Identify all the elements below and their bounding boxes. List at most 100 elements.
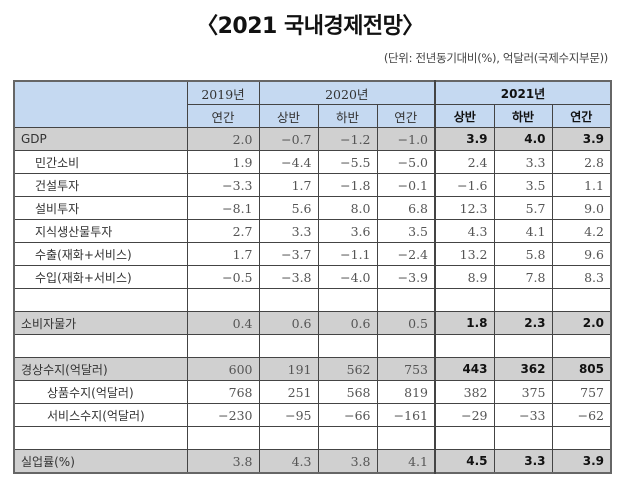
table-row: 소비자물가 0.4 0.6 0.6 0.5 1.8 2.3 2.0 <box>13 311 612 335</box>
table-row: 서비스수지(억달러) −230 −95 −66 −161 −29 −33 −62 <box>13 403 612 427</box>
row-label: 경상수지(억달러) <box>13 357 188 381</box>
cell-value: 2.7 <box>186 219 260 243</box>
header-period: 상반 <box>258 104 319 128</box>
cell-value: 9.6 <box>551 242 612 266</box>
row-label: 지식생산물투자 <box>13 219 188 243</box>
table-row: 상품수지(억달러) 768 251 568 819 382 375 757 <box>13 380 612 404</box>
cell-value: 4.3 <box>434 219 495 243</box>
cell-value: 13.2 <box>434 242 495 266</box>
cell-value: 1.9 <box>186 150 260 174</box>
cell-value <box>186 334 260 358</box>
cell-value: −66 <box>317 403 378 427</box>
cell-value: 568 <box>317 380 378 404</box>
cell-value <box>317 426 378 450</box>
cell-value <box>551 426 612 450</box>
table-row: GDP 2.0 −0.7 −1.2 −1.0 3.9 4.0 3.9 <box>13 127 612 151</box>
cell-value: 8.9 <box>434 265 495 289</box>
cell-value: −0.1 <box>376 173 436 197</box>
row-label: 실업률(%) <box>13 449 188 474</box>
header-period: 상반 <box>434 104 495 128</box>
cell-value: −4.4 <box>258 150 319 174</box>
cell-value: 3.3 <box>493 449 553 474</box>
table-row: 실업률(%) 3.8 4.3 3.8 4.1 4.5 3.3 3.9 <box>13 449 612 474</box>
cell-value <box>434 334 495 358</box>
header-row-years: 2019년 2020년 2021년 <box>13 80 612 128</box>
economic-outlook-table: 2019년 2020년 2021년 연간 상반 하반 연간 상반 하반 연간 G… <box>13 80 612 474</box>
cell-value: −3.7 <box>258 242 319 266</box>
cell-value: 3.6 <box>317 219 378 243</box>
cell-value: 5.7 <box>493 196 553 220</box>
header-year-2019: 2019년 <box>186 80 260 105</box>
cell-value <box>551 334 612 358</box>
header-row-periods: 연간 상반 하반 연간 상반 하반 연간 <box>14 104 612 128</box>
row-label: 서비스수지(억달러) <box>13 403 188 427</box>
header-year-2021: 2021년 <box>434 80 612 105</box>
cell-value: 2.8 <box>551 150 612 174</box>
cell-value: −3.9 <box>376 265 436 289</box>
cell-value <box>493 288 553 312</box>
cell-value: 382 <box>434 380 495 404</box>
header-period: 연간 <box>376 104 436 128</box>
cell-value <box>434 288 495 312</box>
cell-value: −4.0 <box>317 265 378 289</box>
table-row: 건설투자 −3.3 1.7 −1.8 −0.1 −1.6 3.5 1.1 <box>13 173 612 197</box>
row-label: 상품수지(억달러) <box>13 380 188 404</box>
cell-value: 443 <box>434 357 495 381</box>
cell-value: 9.0 <box>551 196 612 220</box>
cell-value: −5.5 <box>317 150 378 174</box>
cell-value: −8.1 <box>186 196 260 220</box>
row-label <box>13 334 188 358</box>
cell-value: 0.4 <box>186 311 260 335</box>
cell-value <box>258 334 319 358</box>
cell-value: −1.1 <box>317 242 378 266</box>
cell-value: 375 <box>493 380 553 404</box>
cell-value <box>258 426 319 450</box>
row-label: 수입(재화+서비스) <box>13 265 188 289</box>
cell-value: 1.1 <box>551 173 612 197</box>
cell-value: −1.8 <box>317 173 378 197</box>
cell-value: 2.0 <box>186 127 260 151</box>
unit-note: (단위: 전년동기대비(%), 억달러(국제수지부문)) <box>383 51 608 65</box>
row-label <box>13 426 188 450</box>
cell-value: 819 <box>376 380 436 404</box>
header-period: 하반 <box>317 104 378 128</box>
cell-value <box>317 334 378 358</box>
cell-value: 1.7 <box>258 173 319 197</box>
cell-value: −62 <box>551 403 612 427</box>
cell-value: 5.6 <box>258 196 319 220</box>
row-label <box>13 288 188 312</box>
cell-value: 757 <box>551 380 612 404</box>
row-label: 민간소비 <box>13 150 188 174</box>
cell-value <box>376 288 436 312</box>
header-year-2020: 2020년 <box>258 80 436 105</box>
cell-value: 2.4 <box>434 150 495 174</box>
table-row: 수입(재화+서비스) −0.5 −3.8 −4.0 −3.9 8.9 7.8 8.3 <box>13 265 612 289</box>
cell-value: 4.0 <box>493 127 553 151</box>
cell-value: 2.3 <box>493 311 553 335</box>
cell-value: 3.8 <box>186 449 260 474</box>
cell-value: 768 <box>186 380 260 404</box>
cell-value: −5.0 <box>376 150 436 174</box>
cell-value: 600 <box>186 357 260 381</box>
table-row: 설비투자 −8.1 5.6 8.0 6.8 12.3 5.7 9.0 <box>13 196 612 220</box>
table-row: 경상수지(억달러) 600 191 562 753 443 362 805 <box>13 357 612 381</box>
spacer-row <box>13 288 612 312</box>
cell-value <box>376 334 436 358</box>
table-row: 수출(재화+서비스) 1.7 −3.7 −1.1 −2.4 13.2 5.8 9.6 <box>13 242 612 266</box>
header-period: 하반 <box>493 104 553 128</box>
cell-value: 4.3 <box>258 449 319 474</box>
cell-value: 12.3 <box>434 196 495 220</box>
cell-value: 0.6 <box>258 311 319 335</box>
cell-value: −161 <box>376 403 436 427</box>
cell-value <box>376 426 436 450</box>
cell-value: 753 <box>376 357 436 381</box>
cell-value <box>317 288 378 312</box>
cell-value: −0.5 <box>186 265 260 289</box>
cell-value: 251 <box>258 380 319 404</box>
cell-value: 1.7 <box>186 242 260 266</box>
cell-value: 4.2 <box>551 219 612 243</box>
cell-value: −0.7 <box>258 127 319 151</box>
cell-value <box>186 288 260 312</box>
cell-value: 8.3 <box>551 265 612 289</box>
spacer-row <box>13 334 612 358</box>
